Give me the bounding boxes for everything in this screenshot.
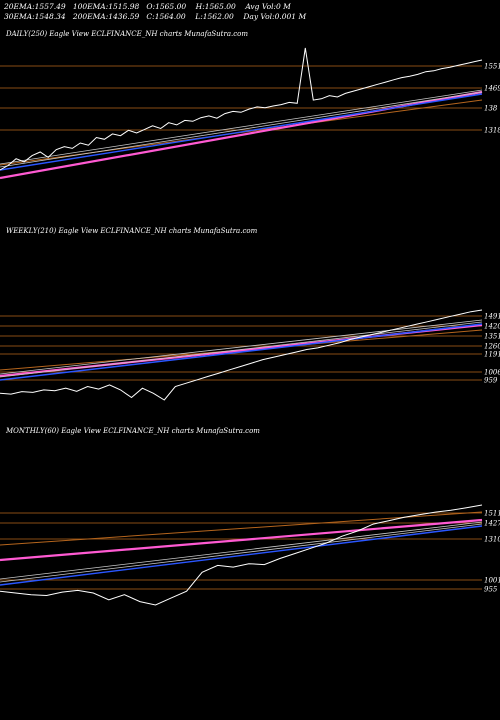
daily-level-label: 1469 [484, 85, 500, 93]
high-label: H: [195, 2, 205, 11]
weekly-panel-title: WEEKLY(210) Eagle View ECLFINANCE_NH cha… [6, 227, 258, 235]
high-value: 1565.00 [204, 2, 236, 11]
weekly-level-label: 959 [484, 377, 498, 385]
ema100-value: 1515.98 [108, 2, 140, 11]
ema200-label: 200EMA: [72, 12, 109, 21]
monthly-ema-mid-line [0, 521, 483, 580]
daily-ema-mid-line [0, 89, 483, 165]
weekly-level-label: 1420 [484, 323, 500, 331]
open-value: 1565.00 [155, 2, 187, 11]
low-label: L: [195, 12, 203, 21]
weekly-level-label: 1260 [484, 343, 500, 351]
header-row-1: 20EMA:1557.49 100EMA:1515.98 O:1565.00 H… [4, 2, 291, 12]
weekly-ema-fast-line [0, 323, 483, 381]
monthly-level-label: 1427 [484, 520, 500, 528]
weekly-ema-mid2-line [0, 321, 483, 378]
daily-panel-title: DAILY(250) Eagle View ECLFINANCE_NH char… [5, 30, 248, 38]
monthly-ema-mid2-line [0, 523, 483, 583]
daily-price-line [0, 47, 483, 171]
close-value: 1564.00 [154, 12, 186, 21]
ema100-label: 100EMA: [72, 2, 109, 11]
monthly-price-line [0, 504, 483, 606]
open-label: O: [146, 2, 156, 11]
ema20-label: 20EMA: [4, 2, 35, 11]
daily-ema-mid2-line [0, 91, 483, 168]
ema30-value: 1548.34 [34, 12, 66, 21]
monthly-panel-title: MONTHLY(60) Eagle View ECLFINANCE_NH cha… [5, 427, 260, 435]
daily-level-label: 1318 [484, 127, 500, 135]
monthly-level-label: 1001 [484, 577, 500, 585]
weekly-level-label: 1006 [484, 369, 500, 377]
ema200-value: 1436.59 [108, 12, 140, 21]
ema30-label: 30EMA: [4, 12, 35, 21]
weekly-price-line [0, 309, 483, 401]
low-value: 1562.00 [202, 12, 234, 21]
header-row-2: 30EMA:1548.34 200EMA:1436.59 C:1564.00 L… [4, 12, 306, 22]
daily-ema-fast-line [0, 93, 483, 171]
avg-vol-label: Avg Vol: [245, 2, 277, 11]
avg-vol-value: 0 M [276, 2, 291, 11]
monthly-level-label: 955 [484, 586, 498, 594]
day-vol-label: Day Vol: [243, 12, 275, 21]
weekly-ema-mid-line [0, 319, 483, 375]
monthly-level-label: 1310 [484, 536, 500, 544]
daily-level-label: 138 [484, 105, 498, 113]
close-label: C: [146, 12, 155, 21]
ema20-value: 1557.49 [34, 2, 66, 11]
monthly-ema-slow-line [0, 518, 483, 562]
monthly-ema-fast-line [0, 525, 483, 586]
day-vol-value: 0.001 M [274, 12, 307, 21]
